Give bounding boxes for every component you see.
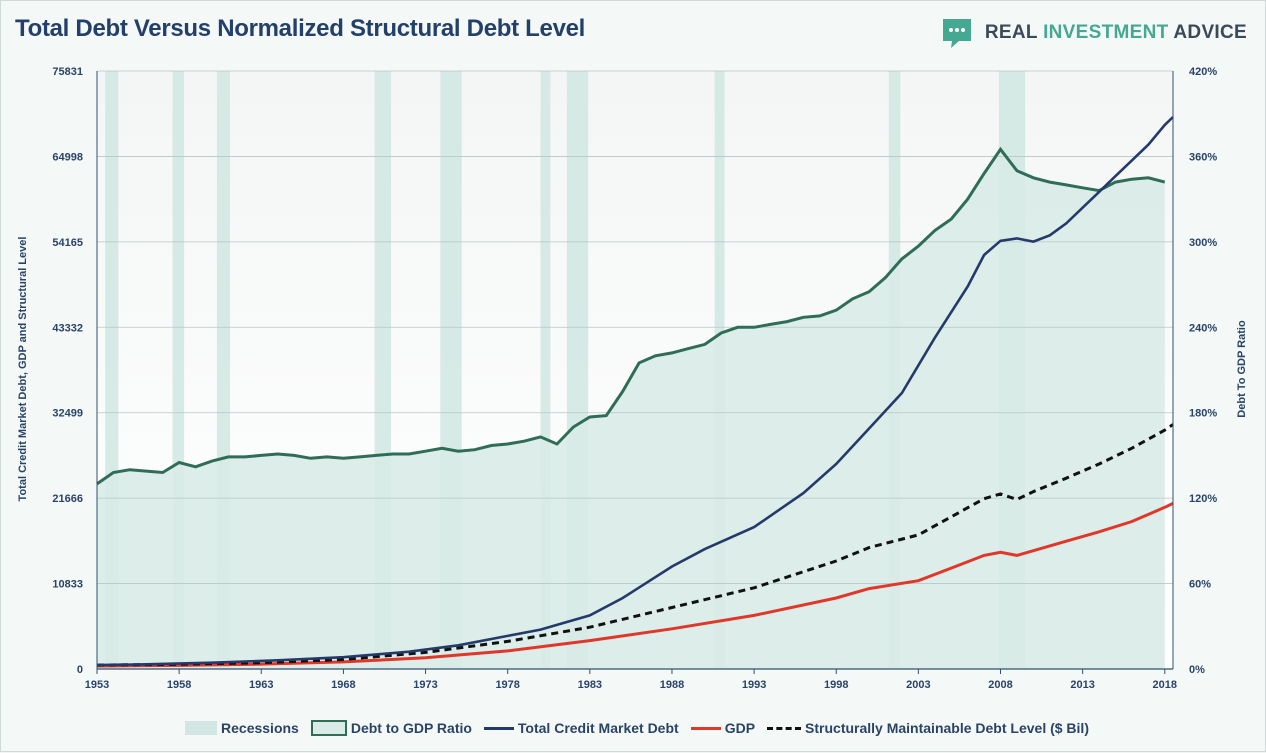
y2-axis-title: Debt To GDP Ratio (1236, 320, 1248, 418)
x-tick-label: 1998 (824, 679, 848, 691)
x-tick-label: 1958 (167, 679, 191, 691)
brand-name-part2: INVESTMENT (1043, 22, 1169, 43)
y-tick-label: 10833 (52, 579, 83, 591)
y-tick-label: 43332 (52, 322, 83, 334)
series-lines (96, 116, 1174, 668)
y2-tick-label: 0% (1189, 664, 1205, 676)
ratio-line (96, 146, 1166, 486)
brand-logo: REAL INVESTMENT ADVICE (939, 15, 1247, 51)
brand-name-part3: ADVICE (1168, 22, 1247, 43)
y2-tick-label: 60% (1189, 579, 1211, 591)
y-tick-label: 21666 (52, 493, 83, 505)
legend: Recessions Debt to GDP Ratio Total Credi… (97, 717, 1177, 739)
x-tick-label: 1988 (660, 679, 684, 691)
legend-swatch-ratio (310, 720, 347, 736)
y-tick-label: 32499 (52, 408, 83, 420)
legend-item-debt: Total Credit Market Debt (483, 720, 679, 736)
chart-title: Total Debt Versus Normalized Structural … (15, 15, 586, 42)
x-tick-label: 2003 (906, 679, 930, 691)
y-tick-label: 75831 (52, 66, 83, 78)
legend-item-recessions: Recessions (185, 720, 299, 736)
x-tick-label: 1978 (495, 679, 519, 691)
legend-swatch-debt (483, 726, 514, 730)
legend-swatch-structural (767, 726, 802, 730)
y-axis-title: Total Credit Market Debt, GDP and Struct… (17, 237, 29, 502)
legend-label-debt: Total Credit Market Debt (517, 720, 679, 736)
legend-swatch-recessions (185, 721, 218, 735)
legend-swatch-gdp (690, 726, 721, 730)
x-tick-label: 2018 (1153, 679, 1177, 691)
y-tick-label: 64998 (52, 151, 83, 163)
legend-item-ratio: Debt to GDP Ratio (310, 720, 472, 736)
gdp-line (96, 502, 1174, 668)
y-tick-label: 0 (77, 664, 83, 676)
legend-item-gdp: GDP (690, 720, 756, 736)
x-tick-label: 1953 (85, 679, 109, 691)
ratio-fill-area (97, 149, 1165, 670)
x-tick-label: 1973 (413, 679, 437, 691)
ratio-area (97, 149, 1165, 670)
y2-tick-label: 180% (1189, 408, 1217, 420)
brand-name-part1: REAL (984, 22, 1044, 43)
legend-label-ratio: Debt to GDP Ratio (350, 720, 472, 736)
x-tick-label: 1993 (742, 679, 766, 691)
y-tick-label: 54165 (52, 237, 83, 249)
y2-tick-label: 300% (1189, 237, 1217, 249)
x-tick-label: 1963 (249, 679, 273, 691)
recession-band (172, 71, 185, 669)
y2-tick-label: 120% (1189, 493, 1217, 505)
x-tick-label: 2008 (988, 679, 1012, 691)
brand-name: REAL INVESTMENT ADVICE (985, 22, 1247, 44)
x-tick-label: 1968 (331, 679, 355, 691)
legend-item-structural: Structurally Maintainable Debt Level ($ … (767, 720, 1089, 736)
legend-label-recessions: Recessions (221, 720, 299, 736)
y2-tick-label: 240% (1189, 322, 1217, 334)
legend-label-gdp: GDP (724, 720, 756, 736)
y2-tick-label: 360% (1189, 151, 1217, 163)
legend-label-structural: Structurally Maintainable Debt Level ($ … (805, 720, 1089, 736)
x-tick-label: 1983 (578, 679, 602, 691)
chat-bubble-icon (942, 19, 971, 48)
recession-band (540, 71, 551, 669)
y2-tick-label: 420% (1189, 66, 1217, 78)
x-tick-label: 2013 (1070, 679, 1094, 691)
debt-line (96, 116, 1174, 667)
axes: 0 10833 21666 32499 43332 54165 64998 75831 0% 60… (52, 66, 1217, 691)
